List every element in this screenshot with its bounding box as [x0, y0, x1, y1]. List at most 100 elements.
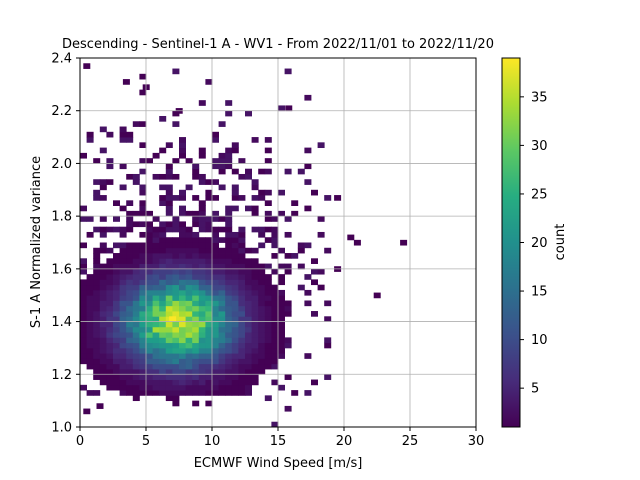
heatmap-cell — [86, 137, 94, 143]
heatmap-cell — [172, 226, 180, 233]
heatmap-cell — [152, 316, 160, 322]
heatmap-cell — [212, 390, 219, 396]
heatmap-cell — [106, 268, 114, 275]
heatmap-cell — [126, 316, 134, 322]
heatmap-cell — [225, 163, 233, 170]
heatmap-cell — [205, 253, 213, 259]
heatmap-cell — [179, 390, 186, 396]
heatmap-cell — [185, 279, 193, 286]
heatmap-cell — [218, 342, 226, 349]
heatmap-cell — [225, 147, 233, 154]
heatmap-cell — [152, 379, 160, 386]
heatmap-cell — [225, 284, 233, 291]
chart-title: Descending - Sentinel-1 A - WV1 - From 2… — [62, 37, 494, 52]
heatmap-cell — [152, 152, 160, 159]
heatmap-cell — [238, 390, 246, 396]
heatmap-cell — [172, 342, 180, 349]
heatmap-cell — [212, 342, 219, 349]
heatmap-cell — [80, 205, 87, 212]
heatmap-cell — [192, 300, 200, 307]
heatmap-cell — [185, 369, 193, 375]
heatmap-cell — [231, 353, 239, 359]
colorbar-tick-label: 35 — [531, 90, 548, 105]
heatmap-cell — [152, 374, 160, 380]
heatmap-cell — [238, 258, 246, 264]
heatmap-cell — [139, 221, 147, 228]
heatmap-cell — [93, 311, 101, 317]
heatmap-cell — [126, 384, 134, 391]
heatmap-cell — [113, 263, 120, 270]
heatmap-cell — [159, 342, 167, 349]
heatmap-cell — [198, 342, 206, 349]
heatmap-cell — [238, 195, 246, 201]
heatmap-cell — [146, 210, 153, 217]
heatmap-cell — [198, 247, 206, 254]
heatmap-cell — [205, 79, 213, 85]
heatmap-cell — [139, 189, 147, 196]
heatmap-cell — [159, 237, 167, 243]
heatmap-cell — [159, 221, 167, 228]
heatmap-cell — [172, 363, 180, 370]
heatmap-cell — [132, 316, 140, 322]
heatmap-cell — [212, 305, 219, 312]
y-tick-label: 2.4 — [51, 52, 72, 67]
heatmap-cell — [198, 258, 206, 264]
heatmap-cell — [264, 295, 272, 301]
heatmap-cell — [198, 274, 206, 280]
heatmap-cell — [373, 292, 381, 299]
heatmap-cell — [159, 358, 167, 365]
heatmap-cell — [179, 337, 186, 344]
heatmap-cell — [179, 152, 186, 159]
heatmap-cell — [179, 289, 186, 296]
heatmap-cell — [80, 384, 87, 391]
heatmap-cell — [218, 216, 226, 222]
heatmap-cell — [185, 374, 193, 380]
heatmap-cell — [258, 337, 266, 344]
heatmap-cell — [165, 305, 173, 312]
heatmap-cell — [245, 384, 252, 391]
heatmap-cell — [258, 332, 266, 338]
heatmap-cell — [284, 168, 292, 175]
heatmap-cell — [165, 253, 173, 259]
heatmap-cell — [152, 369, 160, 375]
heatmap-cell — [80, 353, 87, 359]
heatmap-cell — [278, 305, 285, 312]
heatmap-cell — [218, 353, 226, 359]
heatmap-cell — [304, 300, 312, 307]
heatmap-cell — [205, 353, 213, 359]
heatmap-cell — [159, 173, 167, 180]
heatmap-cell — [146, 311, 153, 317]
heatmap-cell — [231, 189, 239, 196]
heatmap-cell — [198, 200, 206, 206]
heatmap-cell — [132, 353, 140, 359]
heatmap-cell — [119, 274, 127, 280]
heatmap-cell — [212, 337, 219, 344]
heatmap-cell — [159, 274, 167, 280]
heatmap-cell — [132, 321, 140, 328]
heatmap-cell — [271, 337, 279, 344]
heatmap-cell — [231, 305, 239, 312]
heatmap-cell — [185, 379, 193, 386]
heatmap-cell — [93, 300, 101, 307]
heatmap-cell — [238, 337, 246, 344]
heatmap-cell — [218, 379, 226, 386]
heatmap-cell — [251, 247, 259, 254]
heatmap-cell — [192, 342, 200, 349]
heatmap-cell — [198, 216, 206, 222]
heatmap-cell — [93, 321, 101, 328]
heatmap-cell — [179, 221, 186, 228]
heatmap-cell — [113, 274, 120, 280]
heatmap-cell — [152, 284, 160, 291]
heatmap-cell — [93, 305, 101, 312]
heatmap-cell — [238, 247, 246, 254]
heatmap-cell — [99, 184, 107, 191]
heatmap-cell — [106, 258, 114, 264]
heatmap-cell — [198, 242, 206, 249]
heatmap-cell — [119, 289, 127, 296]
heatmap-cell — [86, 279, 94, 286]
heatmap-cell — [99, 342, 107, 349]
heatmap-cell — [192, 221, 200, 228]
heatmap-cell — [139, 295, 147, 301]
heatmap-cell — [225, 326, 233, 333]
heatmap-cell — [126, 289, 134, 296]
